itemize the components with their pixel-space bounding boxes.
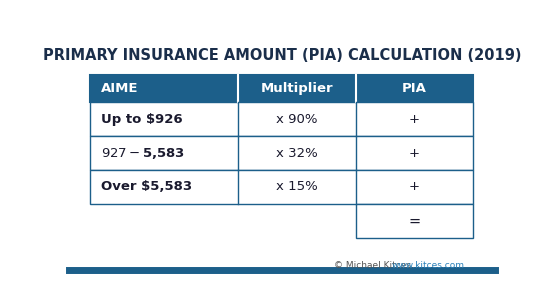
Bar	[90, 136, 474, 170]
Text: Over $5,583: Over $5,583	[101, 181, 192, 193]
Text: © Michael Kitces.: © Michael Kitces.	[334, 261, 414, 270]
Text: +: +	[409, 113, 420, 126]
Text: x 32%: x 32%	[276, 147, 318, 160]
Bar	[90, 75, 474, 102]
Text: AIME: AIME	[101, 82, 139, 95]
Text: =: =	[409, 213, 421, 228]
Text: x 90%: x 90%	[276, 113, 317, 126]
Bar	[356, 204, 474, 238]
Text: $927 - $5,583: $927 - $5,583	[101, 146, 185, 161]
Bar	[90, 170, 474, 204]
Text: www.kitces.com: www.kitces.com	[391, 261, 464, 270]
Text: PIA: PIA	[402, 82, 427, 95]
Text: Multiplier: Multiplier	[261, 82, 333, 95]
Text: PRIMARY INSURANCE AMOUNT (PIA) CALCULATION (2019): PRIMARY INSURANCE AMOUNT (PIA) CALCULATI…	[43, 49, 521, 63]
Text: Up to $926: Up to $926	[101, 113, 183, 126]
Text: +: +	[409, 147, 420, 160]
Text: +: +	[409, 181, 420, 193]
Text: x 15%: x 15%	[276, 181, 318, 193]
Bar	[90, 102, 474, 136]
